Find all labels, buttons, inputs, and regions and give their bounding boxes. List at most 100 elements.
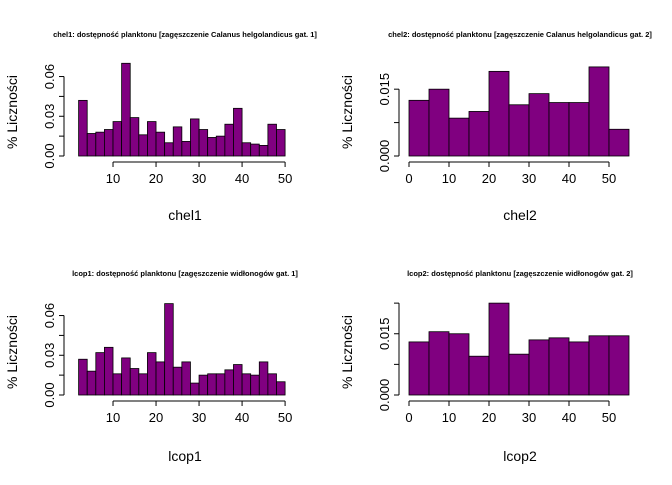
panel-lcop1: lcop1: dostępność planktonu [zagęszczeni…	[4, 269, 298, 464]
x-tick-label: 0	[405, 410, 412, 425]
y-axis: 0.000 0.015	[377, 302, 400, 411]
histogram-bar	[198, 374, 209, 396]
histogram-bar	[488, 302, 510, 396]
histogram-bar	[190, 382, 200, 396]
histogram-bar	[181, 141, 191, 157]
y-tick-label: 0.03	[42, 343, 57, 368]
histogram-bar	[258, 361, 269, 396]
x-tick-label: 50	[278, 410, 292, 425]
y-tick-label: 0.000	[377, 140, 392, 173]
x-tick-label: 10	[106, 410, 120, 425]
histogram-bar	[78, 99, 88, 157]
histogram-bar	[448, 117, 470, 157]
histogram-bar	[215, 135, 226, 157]
histogram-bar	[276, 381, 286, 396]
histogram-bar	[155, 361, 166, 396]
bars	[78, 62, 286, 157]
y-axis: 0.00 0.03 0.06	[42, 64, 65, 169]
x-tick-label: 20	[482, 410, 496, 425]
y-axis-label: % Liczności	[4, 75, 20, 149]
x-tick-label: 50	[278, 171, 292, 186]
panel-lcop2: lcop2: dostępność planktonu [zagęszczeni…	[339, 269, 633, 464]
x-tick-label: 40	[235, 171, 249, 186]
x-tick-label: 20	[149, 410, 163, 425]
histogram-bar	[250, 143, 260, 157]
x-axis: 10 20 30 40 50	[106, 400, 292, 425]
x-axis-label: lcop1	[168, 448, 202, 464]
histogram-bar	[224, 123, 234, 157]
y-axis-label: % Liczności	[339, 75, 355, 149]
histogram-bar	[104, 346, 114, 396]
histogram-bar	[528, 93, 550, 157]
x-tick-label: 0	[405, 171, 412, 186]
bars	[408, 66, 630, 157]
histogram-bar	[408, 341, 430, 396]
histogram-bar	[588, 335, 610, 396]
y-tick-label: 0.015	[377, 317, 392, 350]
histogram-bar	[104, 129, 114, 157]
histogram-bar	[147, 121, 157, 157]
histogram-bar	[468, 355, 490, 396]
y-tick-label: 0.015	[377, 73, 392, 106]
histogram-bar	[155, 131, 166, 157]
histogram-bar	[129, 368, 140, 396]
histogram-bar	[112, 121, 123, 157]
histogram-bar	[147, 352, 157, 396]
y-tick-label: 0.06	[42, 303, 57, 328]
x-axis: 0 10 20 30 40 50	[405, 400, 616, 425]
x-axis-label: chel2	[503, 207, 537, 223]
histogram-bar	[86, 370, 97, 396]
histogram-bar	[267, 123, 277, 157]
histogram-bar	[608, 335, 630, 396]
histogram-bar	[224, 369, 234, 396]
x-tick-label: 40	[562, 410, 576, 425]
histogram-bar	[548, 102, 570, 157]
histogram-bar	[428, 331, 450, 396]
histogram-bar	[568, 341, 590, 396]
histogram-bar	[129, 117, 140, 157]
histogram-bar	[448, 333, 470, 396]
histogram-bar	[468, 111, 490, 157]
histogram-bar	[528, 339, 550, 396]
x-tick-label: 20	[149, 171, 163, 186]
histogram-bar	[207, 137, 217, 157]
y-axis-label: % Liczności	[4, 315, 20, 389]
x-tick-label: 30	[192, 410, 206, 425]
histogram-bar	[250, 374, 260, 396]
histogram-bar	[215, 373, 226, 396]
histogram-bar	[508, 104, 530, 157]
x-axis: 10 20 30 40 50	[106, 161, 292, 186]
histogram-bar	[276, 129, 286, 157]
x-tick-label: 10	[442, 171, 456, 186]
panel-title: chel2: dostępność planktonu [zagęszczeni…	[388, 30, 652, 39]
y-axis-label: % Liczności	[339, 315, 355, 389]
x-tick-label: 10	[442, 410, 456, 425]
x-axis-label: chel1	[168, 207, 202, 223]
panel-chel2: chel2: dostępność planktonu [zagęszczeni…	[339, 30, 652, 223]
histogram-bar	[408, 99, 430, 157]
x-axis-label: lcop2	[503, 448, 537, 464]
histogram-bar	[608, 128, 630, 157]
histogram-bar	[112, 373, 123, 396]
histogram-bar	[548, 337, 570, 396]
y-tick-label: 0.06	[42, 64, 57, 89]
histogram-bar	[172, 366, 183, 396]
x-tick-label: 50	[602, 410, 616, 425]
y-axis: 0.000 0.015	[377, 73, 400, 173]
histogram-bar	[241, 142, 252, 157]
y-tick-label: 0.03	[42, 104, 57, 129]
y-axis: 0.00 0.03 0.06	[42, 303, 65, 408]
x-tick-label: 30	[522, 410, 536, 425]
histogram-bar	[233, 107, 243, 157]
histogram-bar	[488, 70, 510, 157]
panel-title: chel1: dostępność planktonu [zagęszczeni…	[53, 30, 317, 39]
panel-chel1: chel1: dostępność planktonu [zagęszczeni…	[4, 30, 317, 223]
histogram-bar	[508, 353, 530, 396]
x-tick-label: 50	[602, 171, 616, 186]
x-axis: 0 10 20 30 40 50	[405, 161, 616, 186]
x-tick-label: 40	[562, 171, 576, 186]
histogram-bar	[181, 361, 191, 396]
histogram-bar	[198, 129, 209, 157]
